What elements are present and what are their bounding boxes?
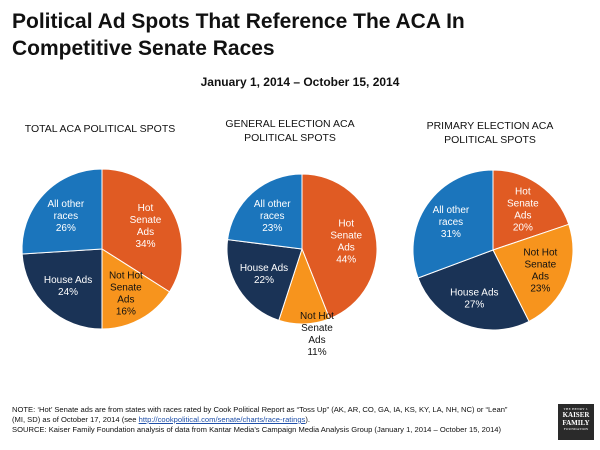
source-line: SOURCE: Kaiser Family Foundation analysi…: [12, 425, 502, 434]
footnote: NOTE: ‘Hot’ Senate ads are from states w…: [12, 405, 552, 435]
note-line-2-prefix: (MI, SD) as of October 17, 2014 (see: [12, 415, 139, 424]
pie-slice-primary-house: [417, 249, 530, 331]
cook-political-link[interactable]: http://cookpolitical.com/senate/charts/r…: [138, 415, 306, 424]
pie-slice-general-house: [226, 239, 303, 321]
data-label-general-hot-senate: Hot Senate Ads 44%: [330, 219, 362, 266]
pie-slice-primary-hot-senate: [492, 169, 570, 251]
data-label-total-not-hot-senate: Not Hot Senate Ads 16%: [109, 270, 143, 317]
data-label-primary-hot-senate: Hot Senate Ads 20%: [507, 186, 539, 233]
data-label-primary-all-other: All other races 31%: [433, 205, 470, 240]
logo-line-3: FOUNDATION: [563, 427, 589, 431]
pie-slice-total-house: [21, 248, 103, 330]
page-title: Political Ad Spots That Reference The AC…: [12, 10, 465, 60]
data-label-total-all-other: All other races 26%: [47, 199, 84, 234]
logo-line-1: THE HENRY J.: [563, 407, 589, 411]
date-range-subtitle: January 1, 2014 – October 15, 2014: [200, 75, 400, 89]
note-line-2-suffix: ).: [305, 415, 310, 424]
pie-slice-total-not-hot-senate: [101, 248, 171, 330]
chart-title-primary: PRIMARY ELECTION ACA POLITICAL SPOTS: [426, 120, 554, 146]
chart-title-total: TOTAL ACA POLITICAL SPOTS: [24, 123, 176, 135]
pie-slice-general-hot-senate: [301, 173, 378, 320]
pie-slice-primary-not-hot-senate: [492, 223, 574, 323]
pie-slice-general-all-other: [227, 173, 303, 250]
kff-logo: THE HENRY J. KAISER FAMILY FOUNDATION: [558, 404, 594, 440]
data-label-general-house: House Ads 22%: [240, 263, 288, 286]
pie-slice-primary-all-other: [412, 169, 494, 279]
note-line-1: NOTE: ‘Hot’ Senate ads are from states w…: [12, 405, 508, 414]
logo-line-2b: FAMILY: [562, 419, 590, 427]
note-line-2: (MI, SD) as of October 17, 2014 (see htt…: [12, 415, 552, 425]
data-label-primary-not-hot-senate: Not Hot Senate Ads 23%: [523, 247, 557, 294]
data-label-primary-house: House Ads 27%: [450, 288, 498, 311]
data-label-general-all-other: All other races 23%: [254, 199, 291, 234]
data-label-total-house: House Ads 24%: [44, 275, 92, 298]
data-label-total-hot-senate: Hot Senate Ads 34%: [130, 203, 162, 250]
data-label-general-not-hot-senate: Not Hot Senate Ads 11%: [300, 311, 334, 358]
chart-title-general: GENERAL ELECTION ACA POLITICAL SPOTS: [225, 118, 355, 144]
logo-line-2a: KAISER: [562, 411, 590, 419]
pie-slice-total-all-other: [21, 168, 103, 255]
